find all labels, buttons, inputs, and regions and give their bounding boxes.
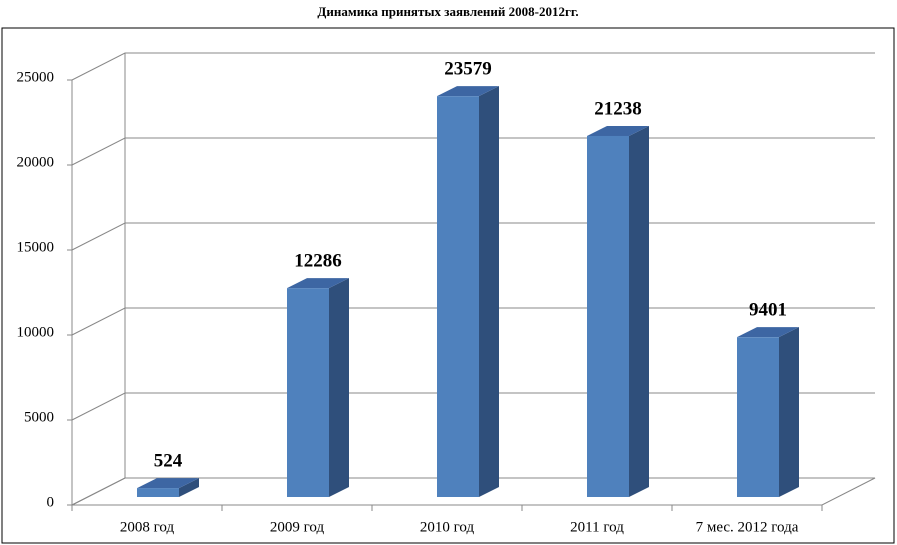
bar-top: [587, 125, 649, 136]
value-label: 9401: [749, 300, 787, 321]
y-tick-label: 25000: [17, 69, 55, 85]
bar: [137, 488, 179, 497]
bar-side: [779, 327, 799, 497]
value-label: 524: [154, 450, 183, 471]
chart-title: Динамика принятых заявлений 2008-2012гг.: [317, 4, 578, 19]
bar-side: [329, 278, 349, 497]
x-tick-label: 2010 год: [420, 519, 475, 535]
bar-top: [287, 278, 349, 289]
grid-line: [71, 52, 875, 81]
bar-side: [479, 86, 499, 498]
y-tick-label: 20000: [17, 154, 55, 170]
value-label: 23579: [444, 59, 492, 80]
bar: [437, 96, 479, 498]
value-label: 21238: [594, 98, 642, 119]
y-tick-label: 15000: [17, 239, 55, 255]
x-tick-label: 7 мес. 2012 года: [696, 519, 799, 535]
y-tick-label: 5000: [24, 409, 54, 425]
bar-top: [437, 86, 499, 97]
bar: [287, 288, 329, 497]
bar-top: [737, 327, 799, 338]
bar-side: [629, 125, 649, 497]
y-tick-label: 0: [47, 494, 55, 510]
bar: [737, 337, 779, 497]
y-tick-label: 10000: [17, 324, 55, 340]
bar-top: [137, 478, 199, 489]
value-label: 12286: [294, 250, 342, 271]
x-tick-label: 2009 год: [270, 519, 325, 535]
bar-side: [179, 478, 199, 497]
bar: [587, 135, 629, 498]
x-tick-label: 2008 год: [120, 519, 175, 535]
x-tick-label: 2011 год: [570, 519, 624, 535]
